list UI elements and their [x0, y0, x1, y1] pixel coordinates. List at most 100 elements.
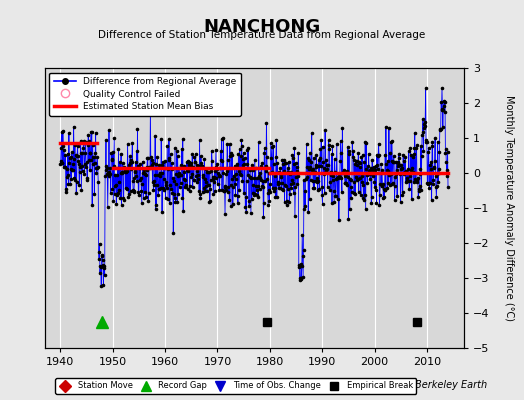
Point [236, 153, 245, 159]
Point [176, 172, 184, 178]
Point [235, 146, 244, 152]
Point [275, 180, 283, 186]
Point [179, 136, 187, 142]
Point [276, 165, 285, 172]
Point [401, 169, 409, 176]
Point [68, 149, 76, 156]
Point [333, 174, 341, 181]
Point [379, 180, 387, 187]
Text: NANCHONG: NANCHONG [203, 18, 321, 36]
Point [407, 166, 415, 173]
Point [229, 184, 237, 190]
Point [241, 204, 249, 210]
Point [403, 166, 412, 172]
Point [432, 194, 441, 200]
Point [216, 148, 225, 154]
Point [340, 166, 348, 173]
Point [91, 130, 100, 136]
Point [308, 130, 316, 136]
Point [366, 176, 374, 182]
Point [282, 160, 290, 166]
Point [282, 183, 290, 190]
Point [184, 168, 192, 174]
Point [157, 185, 165, 191]
Point [187, 174, 195, 180]
Point [410, 145, 419, 152]
Point [269, 185, 277, 191]
Point [157, 162, 166, 169]
Point [57, 158, 65, 165]
Point [363, 172, 371, 178]
Point [232, 171, 241, 178]
Point [158, 209, 166, 215]
Point [318, 183, 326, 190]
Point [274, 178, 282, 185]
Point [108, 149, 117, 155]
Point [323, 184, 332, 190]
Point [347, 194, 355, 201]
Point [266, 189, 275, 195]
Point [300, 206, 309, 212]
Point [233, 164, 241, 171]
Point [358, 152, 367, 158]
Point [226, 153, 234, 159]
Point [405, 148, 413, 154]
Point [301, 202, 310, 209]
Point [277, 174, 285, 180]
Point [58, 160, 66, 166]
Point [114, 189, 122, 196]
Point [167, 151, 175, 158]
Point [308, 167, 316, 173]
Point [136, 165, 145, 172]
Point [329, 172, 337, 179]
Point [394, 160, 402, 166]
Point [425, 162, 434, 168]
Point [145, 164, 154, 171]
Point [301, 176, 310, 182]
Point [373, 162, 381, 168]
Point [350, 179, 358, 185]
Point [57, 144, 66, 151]
Point [352, 176, 361, 183]
Point [427, 159, 435, 165]
Point [362, 140, 370, 146]
Point [136, 161, 144, 167]
Point [383, 166, 391, 173]
Point [82, 139, 90, 145]
Point [240, 190, 248, 196]
Point [255, 139, 263, 145]
Point [198, 162, 206, 169]
Point [431, 135, 439, 141]
Point [122, 169, 130, 176]
Point [242, 194, 250, 200]
Point [365, 168, 373, 174]
Point [341, 180, 349, 186]
Point [254, 183, 262, 189]
Point [361, 139, 369, 146]
Point [368, 157, 376, 163]
Point [124, 165, 132, 172]
Point [113, 165, 122, 172]
Point [128, 178, 137, 184]
Point [110, 163, 118, 170]
Point [160, 175, 168, 182]
Point [121, 168, 129, 174]
Point [388, 138, 396, 144]
Point [349, 148, 357, 154]
Point [224, 183, 232, 190]
Point [374, 165, 382, 172]
Point [395, 151, 403, 157]
Point [243, 161, 251, 167]
Point [374, 153, 383, 159]
Point [261, 163, 270, 170]
Point [188, 151, 196, 157]
Point [347, 189, 356, 196]
Point [402, 178, 411, 184]
Point [62, 189, 70, 196]
Point [97, 283, 105, 289]
Point [427, 166, 435, 173]
Point [350, 190, 358, 196]
Point [354, 150, 363, 156]
Point [352, 174, 361, 180]
Point [351, 191, 359, 198]
